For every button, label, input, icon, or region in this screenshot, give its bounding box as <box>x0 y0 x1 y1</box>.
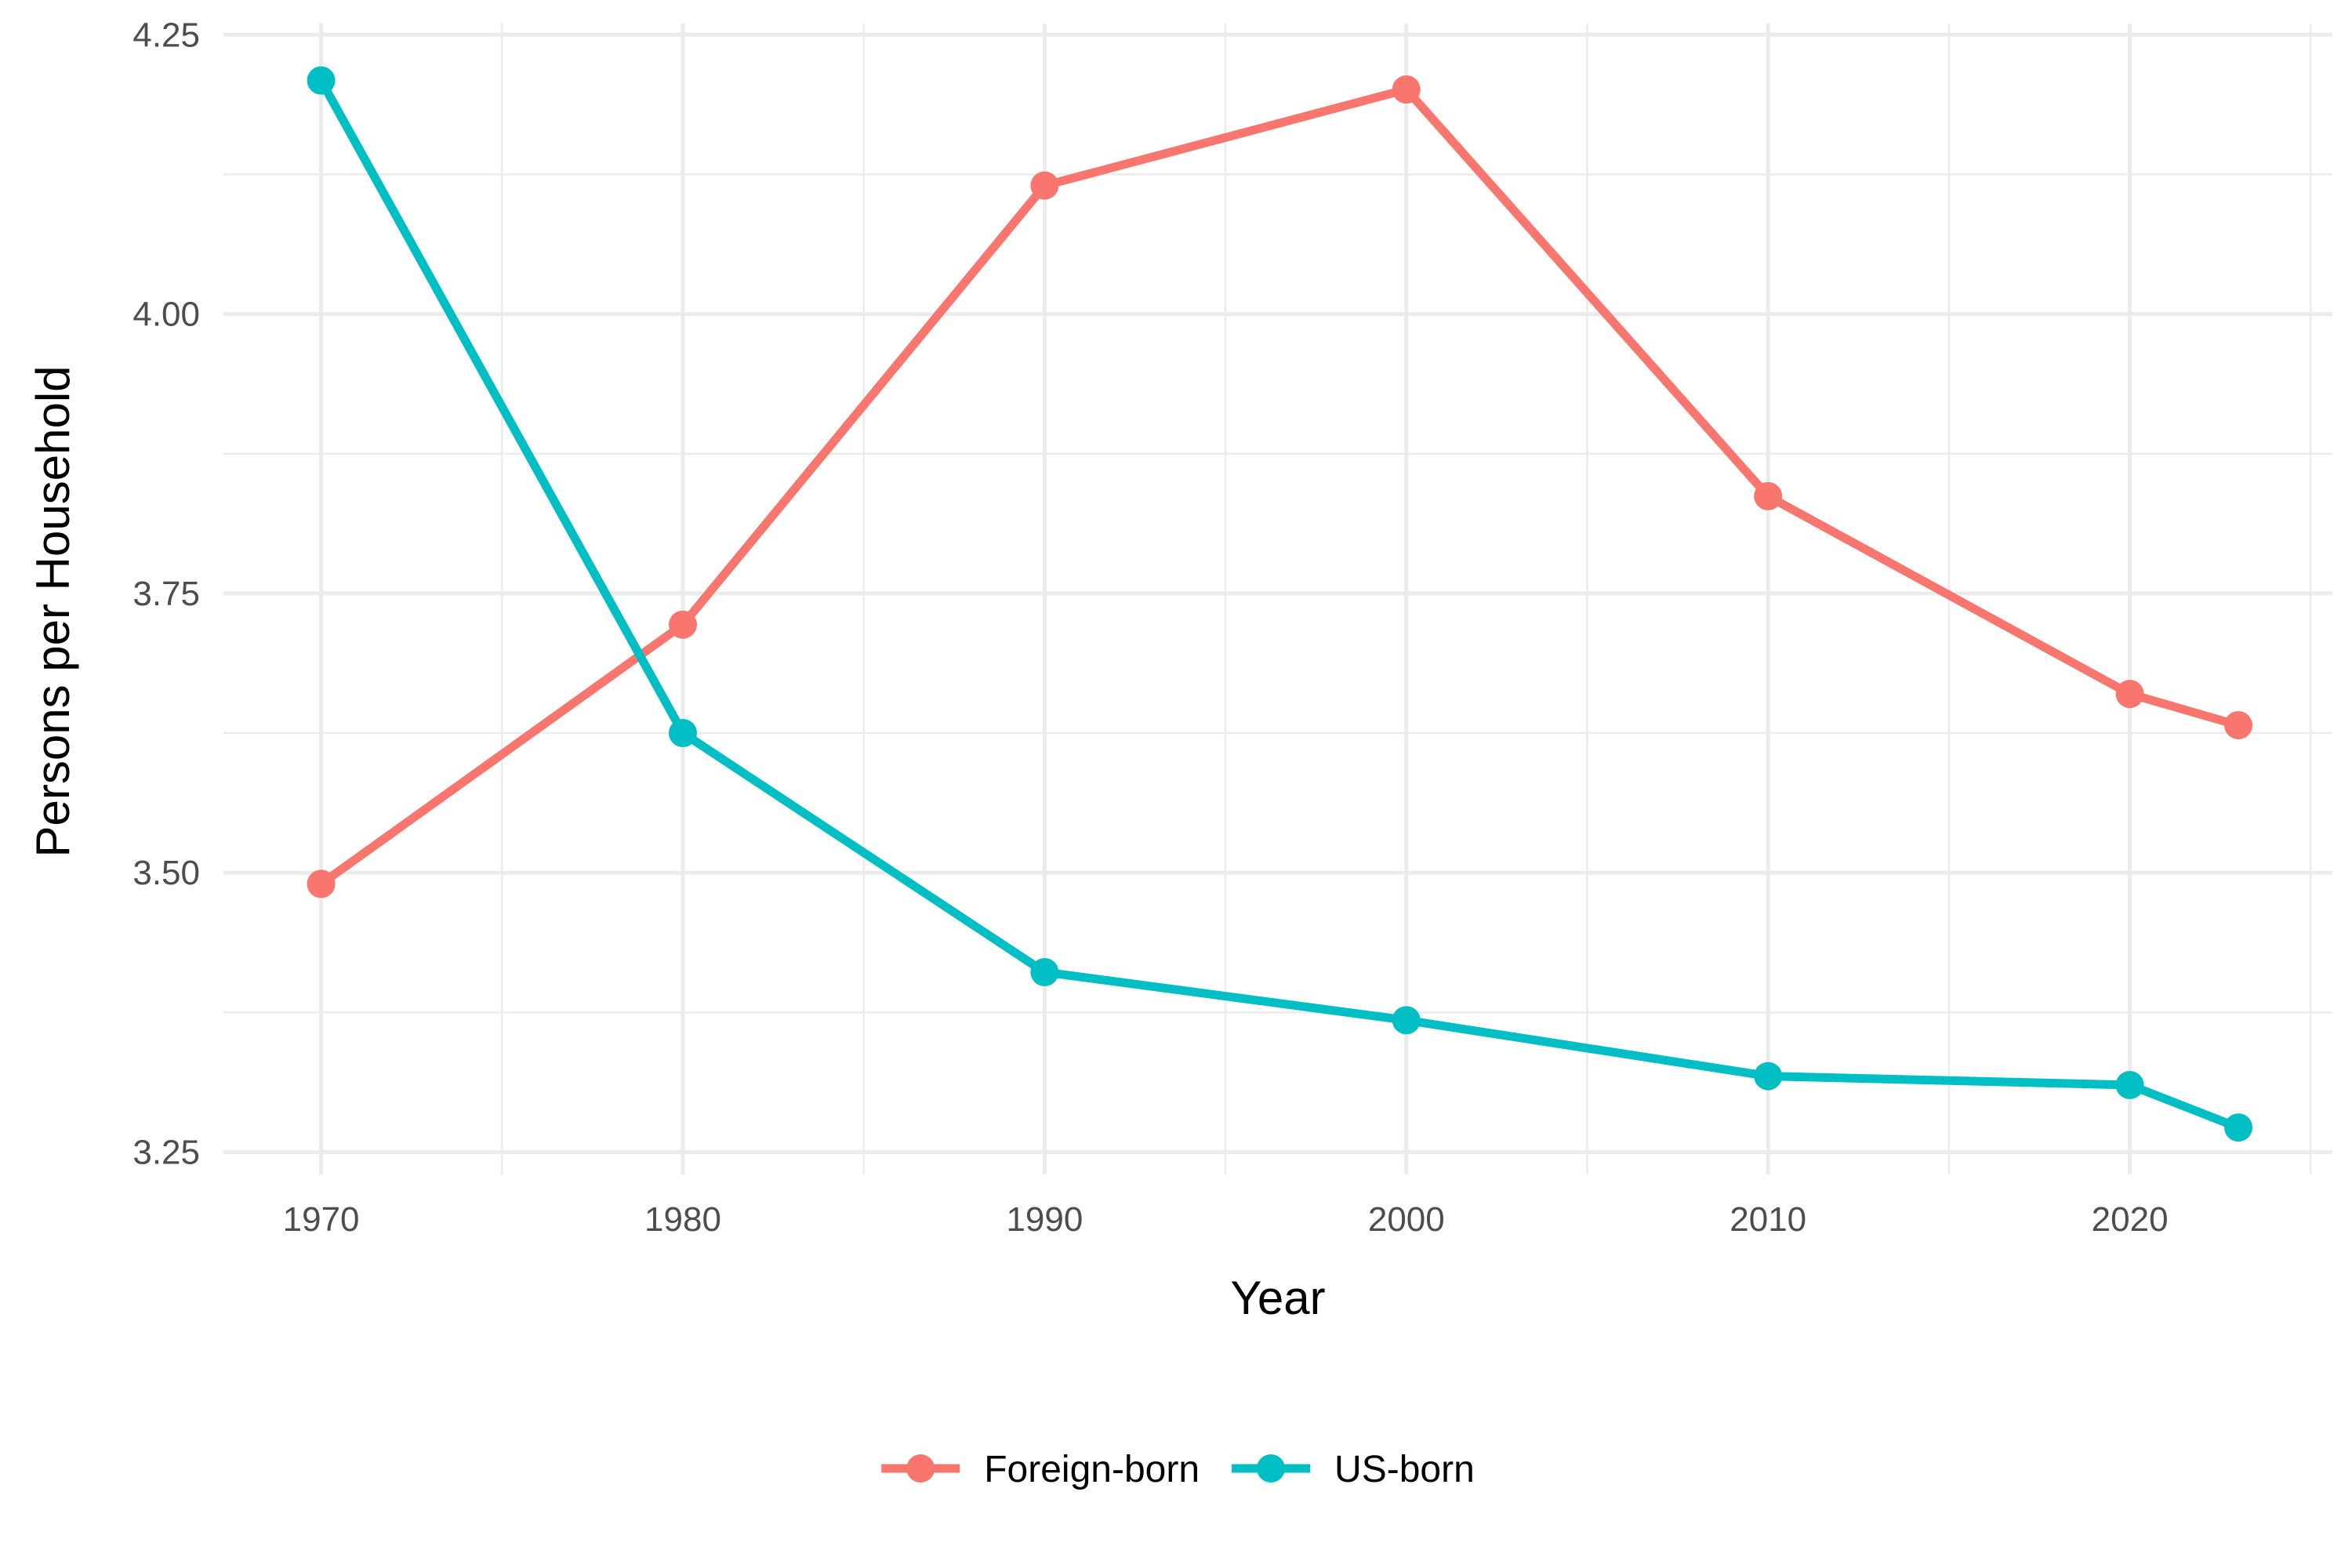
x-tick-label: 1990 <box>1006 1200 1083 1239</box>
legend-key-point <box>1257 1454 1286 1483</box>
series-1-point <box>2115 1070 2144 1099</box>
series-1-point <box>2224 1113 2253 1142</box>
series-0-point <box>1030 171 1059 200</box>
series-0-point <box>1392 75 1421 104</box>
y-tick-label: 3.25 <box>132 1133 200 1171</box>
x-axis-title: Year <box>1230 1272 1325 1324</box>
series-0-point <box>1754 481 1783 510</box>
series-0-point <box>668 610 697 639</box>
series-0-point <box>307 869 336 898</box>
series-line-1 <box>317 78 2241 1132</box>
series-layer <box>307 66 2253 1142</box>
x-tick-label: 2020 <box>2092 1200 2169 1239</box>
legend-item: Foreign-born <box>881 1449 1200 1490</box>
x-tick-label: 2000 <box>1368 1200 1445 1239</box>
series-1-point <box>1030 958 1059 987</box>
legend-item: US-born <box>1232 1449 1475 1490</box>
series-1-point <box>1392 1006 1421 1035</box>
series-1-point <box>307 66 336 95</box>
legend-key-point <box>906 1454 935 1483</box>
y-axis-title: Persons per Household <box>27 365 79 857</box>
y-tick-label: 3.50 <box>132 854 200 892</box>
x-tick-label: 1970 <box>283 1200 360 1239</box>
x-tick-label: 1980 <box>644 1200 721 1239</box>
major-gridlines <box>223 24 2332 1174</box>
y-tick-label: 4.25 <box>132 16 200 54</box>
y-tick-label: 3.75 <box>132 575 200 613</box>
x-tick-label: 2010 <box>1730 1200 1806 1239</box>
legend-label: Foreign-born <box>984 1449 1200 1490</box>
series-0-point <box>2224 711 2253 740</box>
series-0-point <box>2115 680 2144 709</box>
y-tick-label: 4.00 <box>132 296 200 334</box>
series-1-point <box>1754 1062 1783 1091</box>
series-line-0 <box>318 85 2240 887</box>
legend: Foreign-born US-born <box>881 1449 1475 1490</box>
y-axis-tick-labels: 3.25 3.50 3.75 4.00 4.25 <box>132 16 200 1171</box>
legend-label: US-born <box>1334 1449 1475 1490</box>
series-1-point <box>668 719 697 748</box>
x-axis-tick-labels: 1970 1980 1990 2000 2010 2020 <box>283 1200 2169 1239</box>
